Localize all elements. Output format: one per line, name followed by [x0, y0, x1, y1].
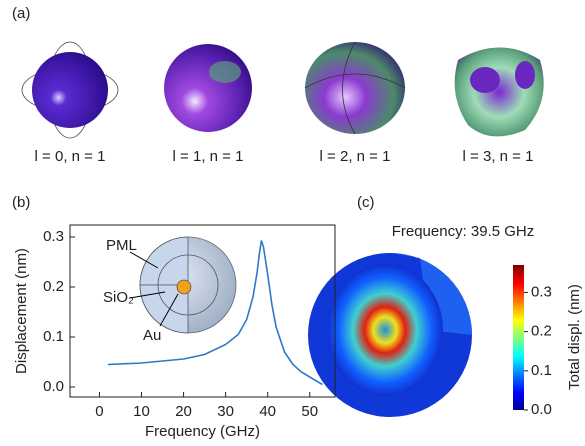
x-tick-label: 30: [217, 403, 234, 420]
lobe: [209, 61, 241, 83]
figure: (a) (b) (c) l = 0, n = 1 l = 1, n = 1 l = 2, …: [0, 0, 585, 441]
colorbar: [513, 265, 524, 410]
au-core: [177, 280, 191, 294]
inset-label: Au: [143, 327, 161, 344]
colorbar-label: Total displ. (nm): [566, 284, 583, 390]
displacement-map: [308, 253, 524, 417]
x-tick-label: 0: [95, 403, 103, 420]
sphere: [32, 52, 108, 128]
y-tick-label: 0.3: [43, 228, 64, 245]
mode-label: l = 3, n = 1: [463, 148, 534, 165]
y-tick-label: 0.2: [43, 278, 64, 295]
x-tick-label: 40: [259, 403, 276, 420]
field: [327, 264, 443, 396]
sphere: [305, 42, 405, 134]
y-axis-label: Displacement (nm): [13, 248, 30, 374]
inset-model: [130, 237, 236, 333]
cutaway: [140, 237, 188, 285]
x-tick-label: 10: [133, 403, 150, 420]
lobe: [470, 67, 500, 93]
x-tick-label: 20: [175, 403, 192, 420]
inset-label: SiO₂: [103, 289, 134, 306]
mode-shapes: [22, 42, 544, 138]
sphere: [455, 48, 544, 137]
mode-label: l = 1, n = 1: [173, 148, 244, 165]
mode-label: l = 2, n = 1: [320, 148, 391, 165]
sphere: [164, 44, 252, 132]
panel-label: (a): [12, 5, 30, 22]
panel-label: (c): [357, 194, 375, 211]
y-tick-label: 0.0: [43, 378, 64, 395]
lobe: [515, 61, 535, 89]
panel-title: Frequency: 39.5 GHz: [392, 223, 535, 240]
y-tick-label: 0.1: [43, 328, 64, 345]
colorbar-tick-label: 0.2: [531, 323, 552, 340]
colorbar-tick-label: 0.3: [531, 283, 552, 300]
panel-label: (b): [12, 194, 30, 211]
x-axis-label: Frequency (GHz): [145, 423, 260, 440]
x-tick-label: 50: [301, 403, 318, 420]
colorbar-tick-label: 0.0: [531, 401, 552, 418]
mode-label: l = 0, n = 1: [35, 148, 106, 165]
colorbar-tick-label: 0.1: [531, 362, 552, 379]
inset-label: PML: [106, 237, 137, 254]
